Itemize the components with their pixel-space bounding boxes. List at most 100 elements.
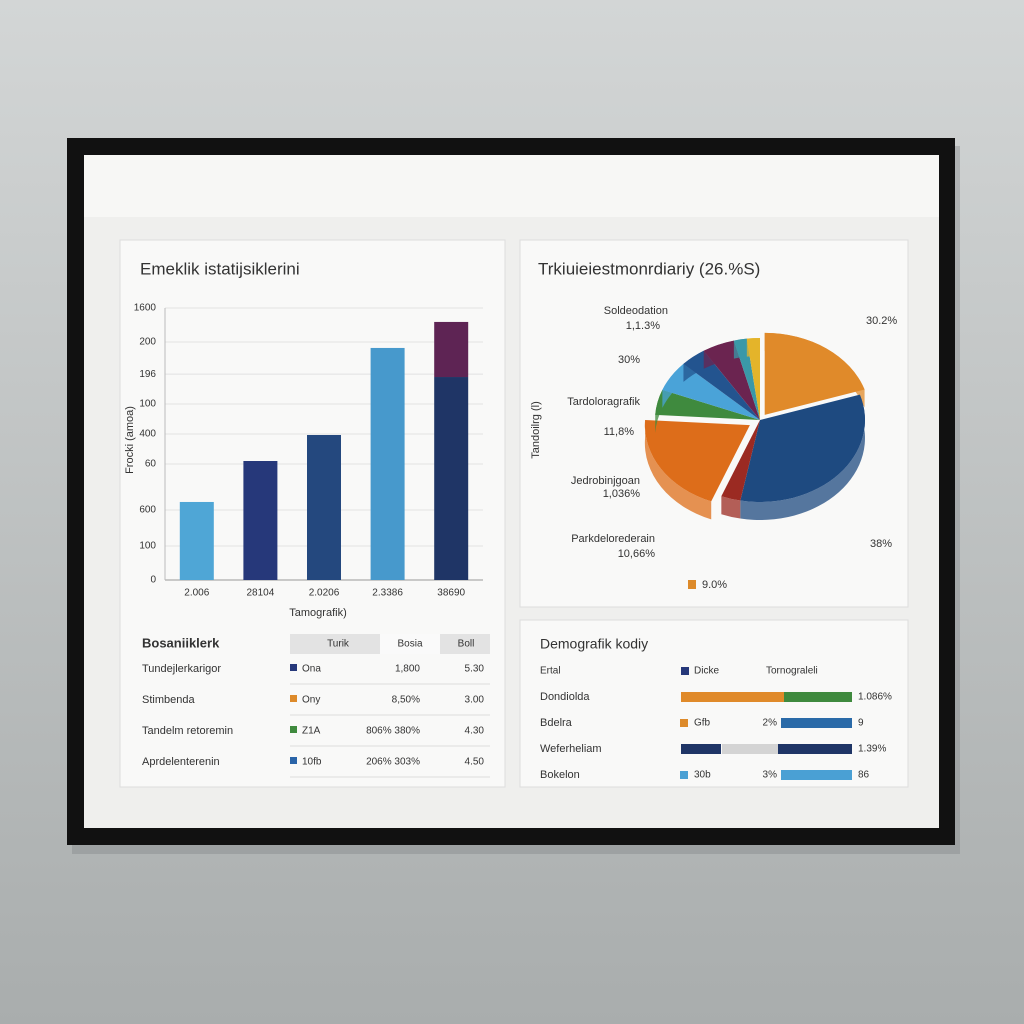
- bar-stack: [434, 321, 469, 378]
- row-label: Dondiolda: [540, 691, 590, 703]
- cell: Ony: [302, 695, 320, 706]
- demographic-bar: [784, 692, 852, 702]
- demographic-bar: [722, 744, 778, 754]
- cell: 30b: [694, 770, 711, 781]
- y-tick-label: 100: [139, 399, 156, 410]
- chart-title: Trkiuieiestmonrdiariy (26.%S): [538, 259, 760, 278]
- cell: 10fb: [302, 757, 322, 768]
- pie-chart: Trkiuieiestmonrdiariy (26.%S) Tandoilrg …: [530, 259, 898, 590]
- cell: Ona: [302, 664, 321, 675]
- pie-annotation: Tardoloragrafik: [567, 396, 640, 408]
- cell: 9: [858, 718, 864, 729]
- table-header-highlight: [380, 634, 440, 654]
- pie-slice-side: [644, 419, 712, 520]
- cell: 3.00: [465, 695, 485, 706]
- table-title: Bosaniiklerk: [142, 635, 220, 650]
- row-label: Bdelra: [540, 717, 573, 729]
- demographic-bar: [781, 770, 852, 780]
- cell: 4.30: [465, 726, 485, 737]
- pie-slice: [683, 350, 760, 420]
- pie-slice: [644, 419, 750, 502]
- y-tick-label: 0: [150, 575, 156, 586]
- x-axis-label: Tamografik): [289, 607, 346, 619]
- cell: 206% 303%: [366, 757, 420, 768]
- row-marker: [290, 664, 297, 671]
- row-label: Stimbenda: [142, 694, 195, 706]
- row-marker: [290, 757, 297, 764]
- pie-slice: [703, 340, 760, 420]
- pie-slice-side: [721, 496, 741, 519]
- y-tick-label: 600: [139, 505, 156, 516]
- cell: 4.50: [465, 757, 485, 768]
- pie-annotation: 11,8%: [604, 426, 635, 438]
- y-tick-label: 196: [139, 369, 156, 380]
- cell: 1.39%: [858, 744, 886, 755]
- x-tick-label: 38690: [437, 588, 465, 599]
- bar-chart: Emeklik istatijsiklerini Frocki (amoa) T…: [124, 259, 483, 619]
- y-tick-label: 200: [139, 337, 156, 348]
- column-header: Boll: [458, 639, 475, 650]
- row-label: Tandelm retoremin: [142, 725, 233, 737]
- table: Bosaniiklerk Turik Bosia Boll Tundejlerkari…: [142, 634, 490, 778]
- y-tick-label: 400: [139, 429, 156, 440]
- pie-annotation: 30%: [618, 354, 640, 366]
- row-label: Tundejlerkarigor: [142, 663, 221, 675]
- bar: [243, 461, 278, 580]
- demo-panel: [519, 619, 909, 788]
- header-marker: [681, 667, 689, 675]
- y-axis-label: Tandoilrg (l): [530, 401, 542, 458]
- row-label: Bokelon: [540, 769, 580, 781]
- x-tick-label: 2.0206: [309, 588, 340, 599]
- demographic-bar: [781, 718, 852, 728]
- pie-annotation: 10,66%: [618, 548, 656, 560]
- demographic-bar: [778, 744, 852, 754]
- pie-slice: [733, 338, 760, 420]
- pie-slice: [655, 389, 760, 420]
- pie-annotation: 1,036%: [603, 488, 641, 500]
- pie-slice: [764, 332, 865, 415]
- pie-slice: [746, 338, 760, 420]
- cell: 1,800: [395, 664, 420, 675]
- pie-annotation: 38%: [870, 538, 892, 550]
- cell: 806% 380%: [366, 726, 420, 737]
- pie-slice-side: [740, 394, 865, 520]
- pie-annotation: Jedrobinjgoan: [571, 475, 640, 487]
- x-tick-label: 2.006: [184, 588, 209, 599]
- row-label: Weferheliam: [540, 743, 602, 755]
- pie-slice: [740, 394, 865, 502]
- pie-annotation: 30.2%: [866, 315, 897, 327]
- demographics: Demografik kodiy Ertal Dicke Tornograleli D…: [540, 636, 892, 781]
- x-tick-label: 28104: [246, 588, 274, 599]
- cell: 1.086%: [858, 692, 892, 703]
- column-header: Bosia: [397, 639, 422, 650]
- bar: [307, 434, 341, 580]
- column-header: Turik: [327, 639, 350, 650]
- y-tick-label: 60: [145, 459, 157, 470]
- cell: 3%: [763, 770, 778, 781]
- y-tick-label: 100: [139, 541, 156, 552]
- demographic-bar: [681, 744, 721, 754]
- demographics-header: Tornograleli: [766, 666, 818, 677]
- row-marker: [290, 695, 297, 702]
- row-label: Aprdelenterenin: [142, 756, 220, 768]
- mat-top: [84, 155, 939, 217]
- y-axis-label: Frocki (amoa): [124, 406, 136, 474]
- cell: Z1A: [302, 726, 321, 737]
- cell: 2%: [763, 718, 778, 729]
- bar: [434, 377, 469, 580]
- pie-annotation: Soldeodation: [604, 305, 668, 317]
- x-tick-label: 2.3386: [372, 588, 403, 599]
- demographics-title: Demografik kodiy: [540, 636, 648, 652]
- pie-annotation: Parkdelorederain: [571, 533, 655, 545]
- row-marker: [290, 726, 297, 733]
- cell: 8,50%: [392, 695, 420, 706]
- pie-annotation: 9.0%: [702, 579, 727, 591]
- cell: Gfb: [694, 718, 711, 729]
- demographics-header: Ertal: [540, 666, 561, 677]
- row-marker: [680, 771, 688, 779]
- pie-slice: [721, 420, 760, 501]
- bar: [370, 347, 405, 580]
- demographics-header: Dicke: [694, 666, 719, 677]
- annotation-marker: [688, 580, 696, 589]
